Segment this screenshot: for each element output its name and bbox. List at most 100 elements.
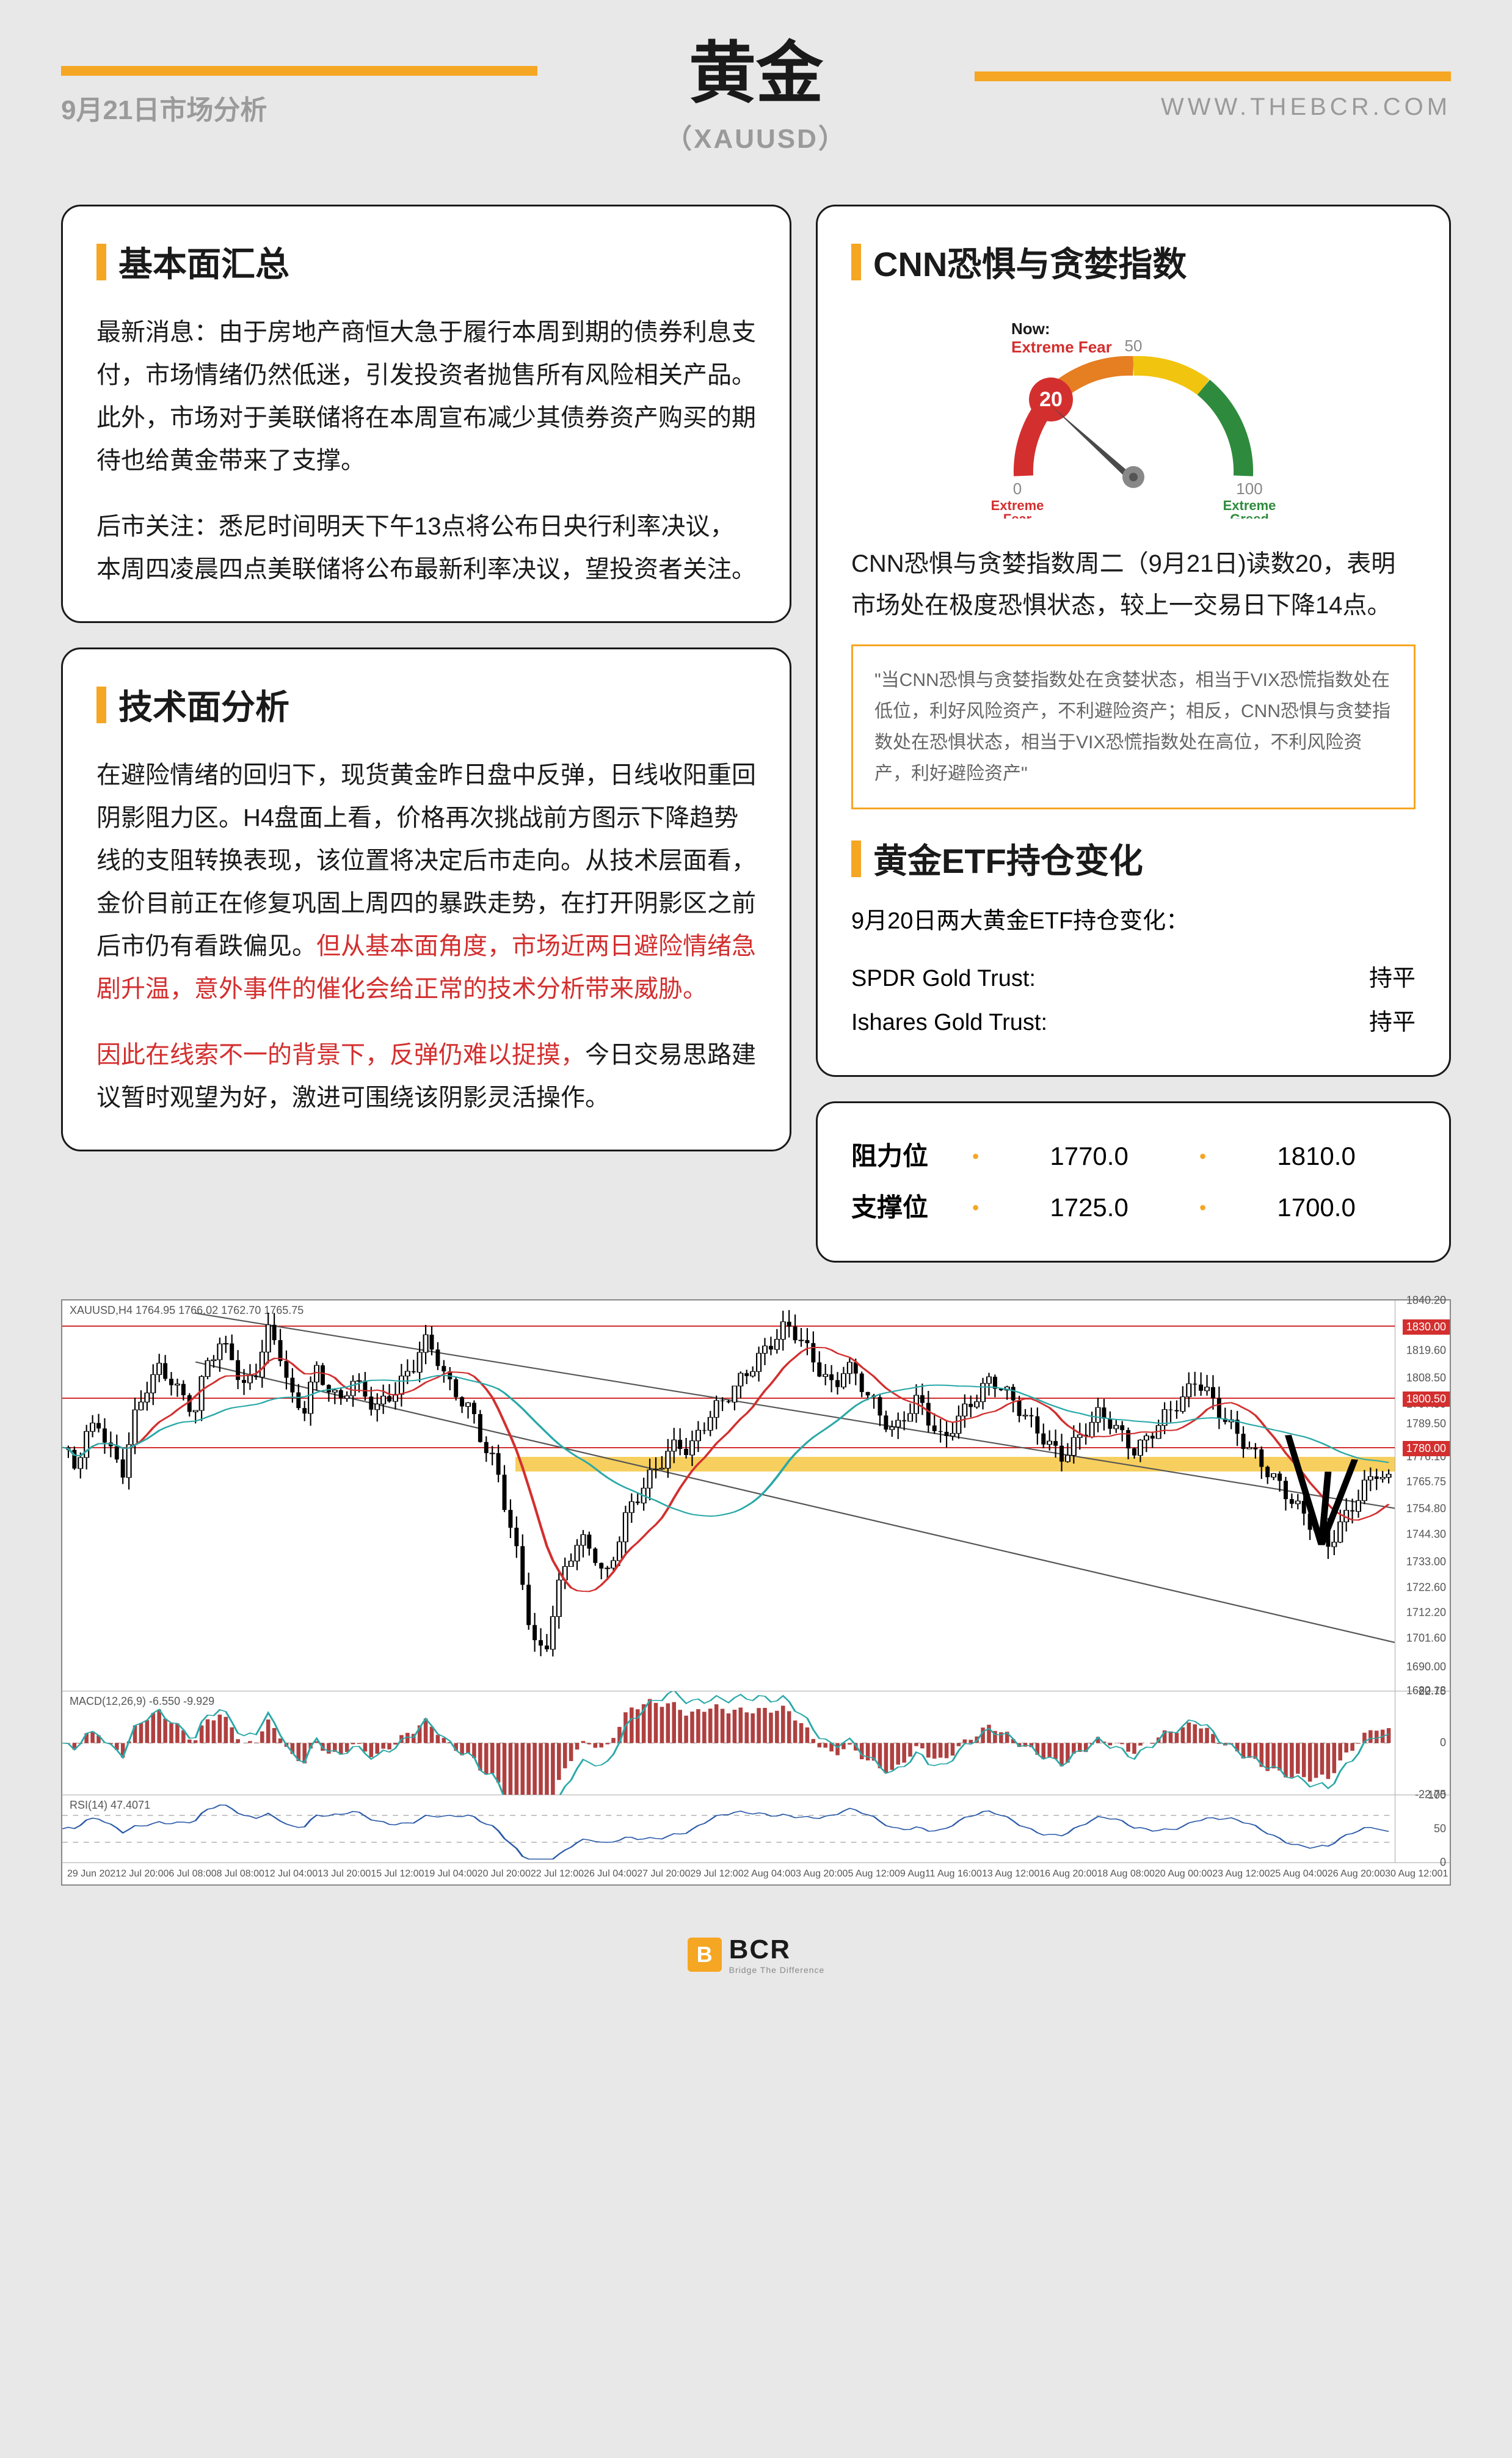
- chart-macd-panel: MACD(12,26,9) -6.550 -9.929 22.750-22.75: [62, 1691, 1450, 1795]
- etf-name: Ishares Gold Trust:: [851, 1001, 1047, 1045]
- gauge-wrap: Now: Extreme Fear 20 0 50 100: [851, 311, 1416, 519]
- gauge-left-label-2: Fear: [1003, 511, 1032, 519]
- x-tick: 27 Jul 20:00: [637, 1869, 690, 1880]
- rsi-canvas: [62, 1795, 1395, 1862]
- content-grid: 基本面汇总 最新消息：由于房地产商恒大急于履行本周到期的债券利息支付，市场情绪仍…: [0, 180, 1512, 1287]
- gauge-value: 20: [1039, 388, 1063, 411]
- fundamentals-p1: 最新消息：由于房地产商恒大急于履行本周到期的债券利息支付，市场情绪仍然低迷，引发…: [96, 311, 756, 482]
- levels-card: 阻力位 • 1770.0 • 1810.0 支撑位 • 1725.0 • 170…: [816, 1101, 1451, 1263]
- gauge-right-label-2: Greed: [1230, 511, 1269, 519]
- logo-text-wrap: BCR Bridge The Difference: [729, 1935, 825, 1975]
- y-tick: 1733.00: [1406, 1556, 1446, 1569]
- accent-bar-left: [61, 66, 537, 76]
- x-tick: 29 Jun 2021: [67, 1869, 121, 1880]
- x-tick: 5 Aug 12:00: [848, 1869, 900, 1880]
- y-tick: 22.75: [1419, 1685, 1446, 1698]
- etf-row: SPDR Gold Trust:持平: [851, 957, 1416, 1001]
- y-tick: 1712.20: [1406, 1606, 1446, 1619]
- x-tick: 29 Jul 12:00: [690, 1869, 743, 1880]
- etf-row: Ishares Gold Trust: 持平: [851, 1001, 1416, 1045]
- technical-p1: 在避险情绪的回归下，现货黄金昨日盘中反弹，日线收阳重回阴影阻力区。H4盘面上看，…: [96, 754, 756, 1010]
- date-label: 9月21日市场分析: [61, 88, 267, 127]
- logo-tagline: Bridge The Difference: [729, 1965, 825, 1975]
- support-label: 支撑位: [851, 1182, 961, 1233]
- chart-x-axis: 29 Jun 20212 Jul 20:006 Jul 08:008 Jul 0…: [62, 1862, 1450, 1886]
- x-tick: 9 Aug: [900, 1869, 925, 1880]
- y-tick: 1789.50: [1406, 1418, 1446, 1431]
- chart-rsi-panel: RSI(14) 47.4071 100500: [62, 1795, 1450, 1862]
- etf-description: 9月20日两大黄金ETF持仓变化：: [851, 902, 1416, 941]
- x-tick: 25 Aug 04:00: [1270, 1869, 1328, 1880]
- cnn-description: CNN恐惧与贪婪指数周二（9月21日)读数20，表明市场处在极度恐惧状态，较上一…: [851, 543, 1416, 626]
- fear-greed-gauge: Now: Extreme Fear 20 0 50 100: [950, 311, 1317, 519]
- y-tick: 1808.50: [1406, 1371, 1446, 1384]
- y-tick: 0: [1440, 1856, 1446, 1869]
- technical-title-row: 技术面分析: [96, 680, 756, 729]
- y-tick: 1840.20: [1406, 1294, 1446, 1307]
- x-tick: 11 Aug 16:00: [925, 1869, 982, 1880]
- gauge-needle: [1051, 406, 1133, 485]
- y-tick: 0: [1440, 1737, 1446, 1749]
- fundamentals-title: 基本面汇总: [118, 237, 289, 286]
- support-row: 支撑位 • 1725.0 • 1700.0: [851, 1182, 1416, 1233]
- logo-brand: BCR: [729, 1935, 791, 1965]
- x-tick: 26 Aug 20:00: [1328, 1869, 1385, 1880]
- gauge-status: Extreme Fear: [1011, 338, 1112, 356]
- gauge-now-label: Now:: [1011, 319, 1050, 338]
- main-title: 黄金: [665, 37, 847, 111]
- website-label: WWW.THEBCR.COM: [1161, 93, 1451, 121]
- x-tick: 23 Aug 12:00: [1212, 1869, 1270, 1880]
- etf-name: SPDR Gold Trust:: [851, 957, 1036, 1001]
- resistance-1: 1770.0: [990, 1131, 1188, 1182]
- gauge-arc-midright: [1133, 366, 1204, 387]
- footer: B BCR Bridge The Difference: [0, 1910, 1512, 2011]
- chart-canvas: [62, 1300, 1395, 1691]
- gauge-pivot-dot: [1129, 473, 1138, 481]
- x-tick: 13 Jul 20:00: [318, 1869, 371, 1880]
- chart-main-panel: XAUUSD,H4 1764.95 1766.02 1762.70 1765.7…: [62, 1300, 1450, 1691]
- x-tick: 1 Sep 08:00: [1442, 1869, 1450, 1880]
- etf-value: 持平: [1369, 1001, 1416, 1045]
- fundamentals-title-row: 基本面汇总: [96, 237, 756, 286]
- chart-svg: [62, 1300, 1395, 1691]
- resistance-row: 阻力位 • 1770.0 • 1810.0: [851, 1131, 1416, 1182]
- x-tick: 15 Jul 12:00: [371, 1869, 424, 1880]
- price-chart: XAUUSD,H4 1764.95 1766.02 1762.70 1765.7…: [61, 1299, 1451, 1886]
- resistance-2: 1810.0: [1217, 1131, 1416, 1182]
- etf-title-row: 黄金ETF持仓变化: [851, 834, 1416, 883]
- etf-title: 黄金ETF持仓变化: [873, 834, 1143, 883]
- x-tick: 2 Aug 04:00: [744, 1869, 796, 1880]
- macd-canvas: [62, 1691, 1395, 1795]
- bullet-icon: •: [1199, 1137, 1206, 1176]
- etf-rows: SPDR Gold Trust:持平Ishares Gold Trust: 持平: [851, 957, 1416, 1045]
- footer-logo: B BCR Bridge The Difference: [688, 1935, 825, 1975]
- chart-y-axis: 1840.201829.901819.601808.501797.501789.…: [1395, 1300, 1450, 1691]
- cnn-title: CNN恐惧与贪婪指数: [873, 237, 1187, 286]
- technical-title: 技术面分析: [118, 680, 289, 729]
- accent-bar-right: [975, 71, 1451, 81]
- gauge-mid: 50: [1125, 337, 1143, 355]
- x-tick: 18 Aug 08:00: [1097, 1869, 1155, 1880]
- gauge-max: 100: [1236, 480, 1262, 498]
- page: 9月21日市场分析 黄金 （XAUUSD） WWW.THEBCR.COM 基本面…: [0, 0, 1512, 2458]
- technical-body: 在避险情绪的回归下，现货黄金昨日盘中反弹，日线收阳重回阴影阻力区。H4盘面上看，…: [96, 754, 756, 1119]
- right-column: CNN恐惧与贪婪指数 Now: Extreme Fear 20: [816, 205, 1451, 1263]
- cnn-title-row: CNN恐惧与贪婪指数: [851, 237, 1416, 286]
- y-tick: 1765.75: [1406, 1476, 1446, 1489]
- fundamentals-p2: 后市关注：悉尼时间明天下午13点将公布日央行利率决议，本周四凌晨四点美联储将公布…: [96, 505, 756, 591]
- macd-y-axis: 22.750-22.75: [1395, 1691, 1450, 1795]
- header-right: WWW.THEBCR.COM: [871, 71, 1451, 121]
- technical-card: 技术面分析 在避险情绪的回归下，现货黄金昨日盘中反弹，日线收阳重回阴影阻力区。H…: [61, 647, 791, 1151]
- cnn-quote: "当CNN恐惧与贪婪指数处在贪婪状态，相当于VIX恐慌指数处在低位，利好风险资产…: [851, 644, 1416, 809]
- price-tag: 1780.00: [1403, 1441, 1450, 1456]
- price-tag: 1800.50: [1403, 1391, 1450, 1407]
- y-tick: 1690.00: [1406, 1660, 1446, 1673]
- x-tick: 20 Jul 20:00: [478, 1869, 531, 1880]
- support-1: 1725.0: [990, 1182, 1188, 1233]
- x-tick: 13 Aug 12:00: [982, 1869, 1039, 1880]
- price-tag: 1830.00: [1403, 1319, 1450, 1335]
- y-tick: 1744.30: [1406, 1528, 1446, 1541]
- x-tick: 22 Jul 12:00: [531, 1869, 584, 1880]
- header-left: 9月21日市场分析: [61, 66, 641, 127]
- x-tick: 6 Jul 08:00: [169, 1869, 216, 1880]
